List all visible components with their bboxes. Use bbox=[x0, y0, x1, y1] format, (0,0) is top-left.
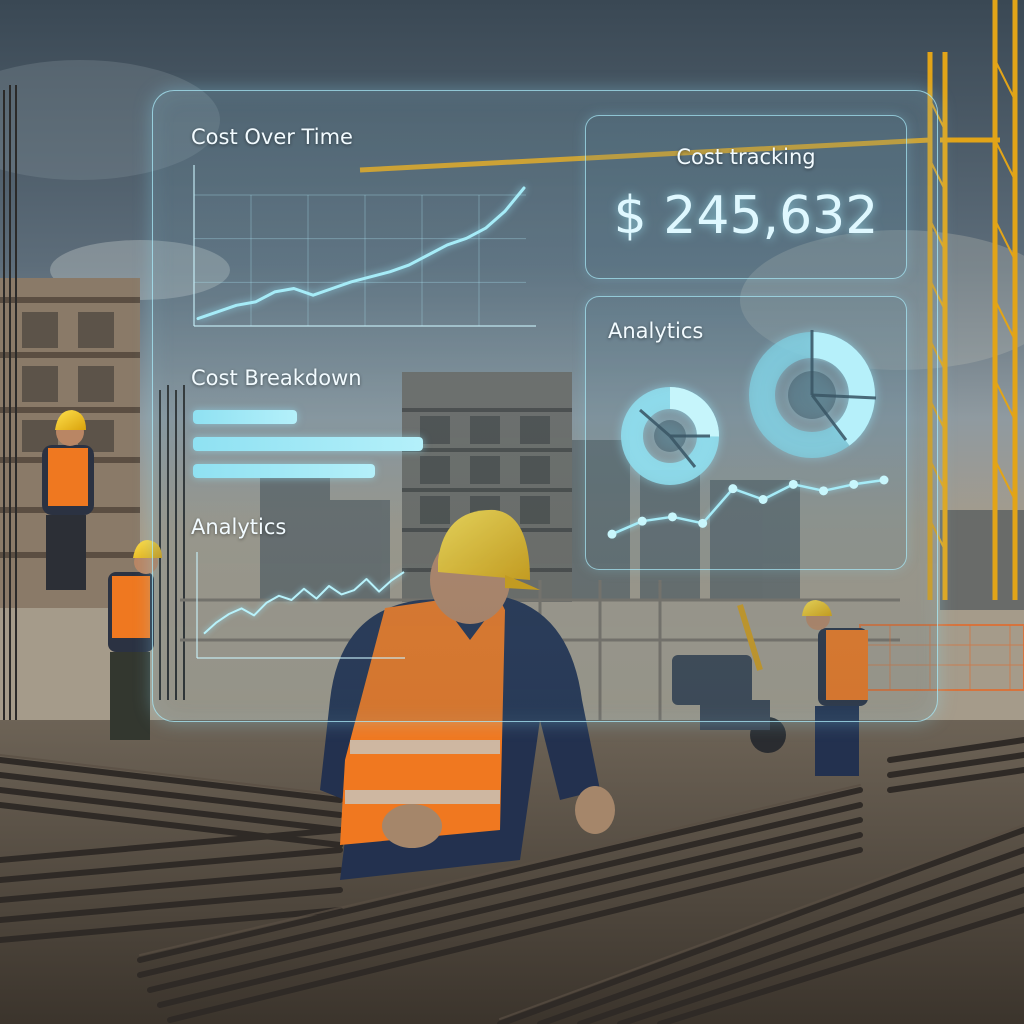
analytics-left-title: Analytics bbox=[191, 515, 287, 539]
analytics-right-data-point bbox=[819, 486, 829, 496]
analytics-right-data-point bbox=[849, 479, 859, 489]
donut-chart-small-icon bbox=[621, 387, 719, 485]
analytics-right-data-point bbox=[728, 484, 738, 494]
donut-chart-large-icon bbox=[749, 330, 877, 458]
cost-breakdown-bar bbox=[193, 464, 375, 478]
cost-tracking-title: Cost tracking bbox=[676, 145, 816, 169]
analytics-right-data-point bbox=[637, 516, 647, 526]
cost-tracking-card bbox=[585, 115, 907, 279]
worker-main bbox=[320, 509, 615, 880]
analytics-right-data-point bbox=[788, 479, 798, 489]
cost-breakdown-title: Cost Breakdown bbox=[191, 366, 362, 390]
cost-breakdown-bar bbox=[193, 437, 423, 451]
analytics-right-title: Analytics bbox=[608, 319, 704, 343]
cost-tracking-amount: $ 245,632 bbox=[613, 186, 879, 246]
cost-over-time-title: Cost Over Time bbox=[191, 125, 353, 149]
analytics-left-series-line bbox=[203, 571, 405, 635]
analytics-right-series-line bbox=[611, 478, 885, 536]
cost-breakdown-bar bbox=[193, 410, 297, 424]
analytics-right-data-point bbox=[607, 529, 617, 539]
cost-over-time-series-line bbox=[196, 186, 526, 321]
analytics-right-data-point bbox=[667, 512, 677, 522]
analytics-right-data-point bbox=[758, 495, 768, 504]
analytics-right-data-point bbox=[698, 518, 708, 528]
building-center bbox=[402, 372, 572, 602]
analytics-right-data-point bbox=[879, 475, 889, 485]
